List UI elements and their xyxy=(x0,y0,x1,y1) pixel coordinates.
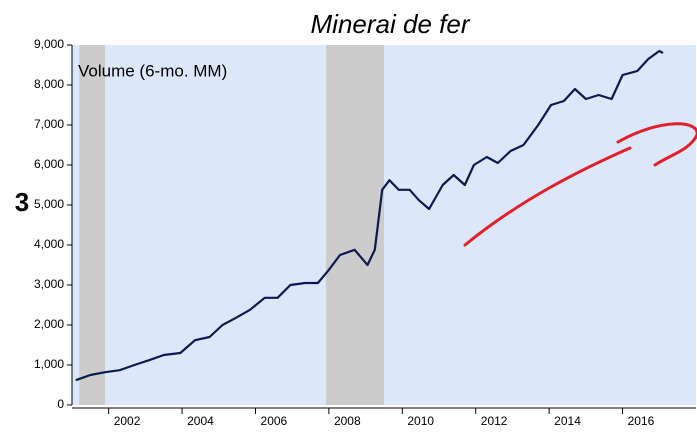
x-tick-label: 2014 xyxy=(554,414,581,427)
y-tick-label: 4,000 xyxy=(34,237,64,251)
x-tick-label: 2008 xyxy=(334,414,361,427)
y-tick-label: 0 xyxy=(57,397,64,411)
recession-band xyxy=(326,45,384,405)
annotation: 3 xyxy=(15,187,29,217)
x-tick-label: 2012 xyxy=(481,414,508,427)
x-tick-label: 2004 xyxy=(187,414,214,427)
y-tick-label: 8,000 xyxy=(34,77,64,91)
y-tick-label: 9,000 xyxy=(34,37,64,51)
legend-label: Volume (6-mo. MM) xyxy=(78,61,227,80)
x-tick-label: 2006 xyxy=(261,414,288,427)
data-line xyxy=(75,49,664,382)
y-tick-label: 5,000 xyxy=(34,197,64,211)
y-tick-label: 3,000 xyxy=(34,277,64,291)
x-tick-label: 2002 xyxy=(114,414,141,427)
chart-title: Minerai de fer xyxy=(311,9,471,39)
recession-band xyxy=(79,45,106,405)
y-tick-label: 1,000 xyxy=(34,357,64,371)
y-tick-label: 6,000 xyxy=(34,157,64,171)
plot-area: 0 1,000 2,000 3,000 4,000 5,000 6,000 7,000 8,00… xyxy=(34,37,696,428)
x-tick-label: 2016 xyxy=(628,414,655,427)
x-tick-label: 2010 xyxy=(407,414,434,427)
y-tick-label: 7,000 xyxy=(34,117,64,131)
y-tick-label: 2,000 xyxy=(34,317,64,331)
